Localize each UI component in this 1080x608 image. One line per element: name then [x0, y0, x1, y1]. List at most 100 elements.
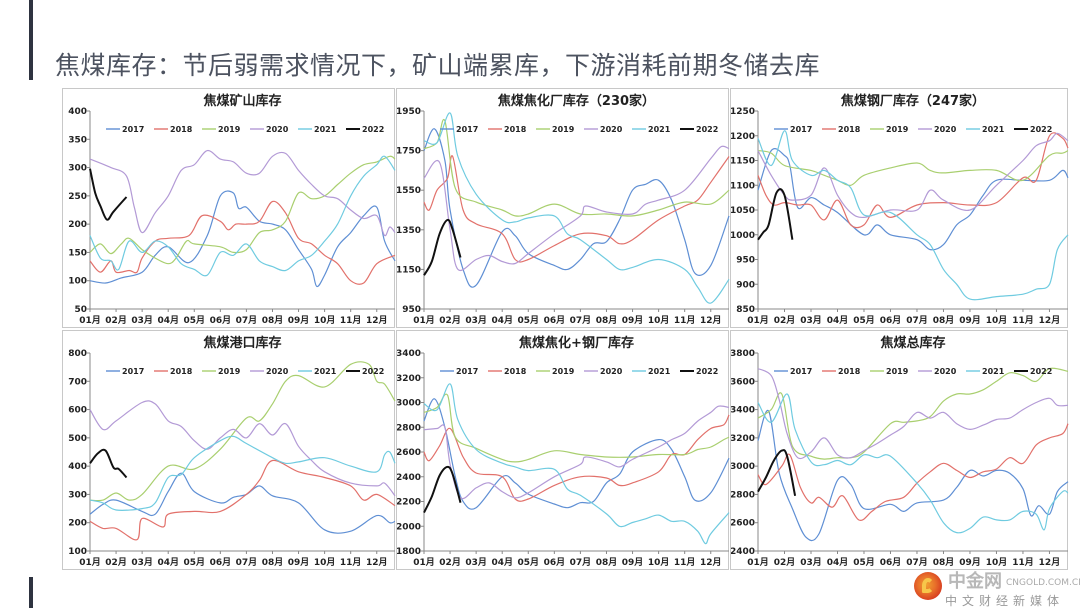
x-tick-label: 05月 — [184, 315, 206, 326]
x-tick-label: 11月 — [340, 557, 362, 568]
legend-item-2022: 2022 — [1014, 367, 1052, 376]
x-tick-label: 08月 — [262, 315, 284, 326]
y-tick-label: 1150 — [731, 157, 755, 167]
chart-panel-coking-plant-inventory: 焦煤焦化厂库存（230家） 950 1150 1350 1550 1750 1950 01月 0… — [396, 88, 730, 328]
legend-label: 2020 — [934, 125, 957, 134]
legend-item-2020: 2020 — [584, 367, 623, 376]
series-line-2019 — [757, 367, 1069, 460]
x-tick-label: 03月 — [800, 315, 822, 326]
x-tick-label: 01月 — [747, 315, 769, 326]
legend-item-2019: 2019 — [202, 367, 241, 376]
y-tick-label: 250 — [68, 192, 87, 202]
y-tick-label: 3400 — [397, 349, 421, 359]
chart-title: 焦煤港口库存 — [202, 335, 281, 351]
series-line-2018 — [89, 200, 396, 285]
legend-item-2017: 2017 — [774, 367, 812, 376]
x-tick-label: 09月 — [959, 315, 981, 326]
legend-item-2022: 2022 — [1014, 125, 1052, 134]
x-tick-label: 05月 — [853, 557, 875, 568]
legend-item-2021: 2021 — [966, 125, 1005, 134]
x-tick-label: 09月 — [622, 557, 644, 568]
legend-item-2021: 2021 — [966, 367, 1005, 376]
accent-bar-bottom — [29, 577, 33, 608]
legend-item-2022: 2022 — [680, 367, 718, 376]
x-tick-label: 08月 — [933, 315, 955, 326]
y-tick-label: 1000 — [731, 231, 755, 241]
y-tick-label: 3800 — [731, 349, 755, 359]
x-tick-label: 11月 — [674, 315, 696, 326]
legend-item-2018: 2018 — [488, 367, 527, 376]
x-tick-label: 10月 — [648, 315, 670, 326]
legend-label: 2022 — [1030, 125, 1052, 134]
series-line-2020 — [757, 368, 1069, 460]
x-tick-label: 08月 — [262, 557, 284, 568]
series-line-2019 — [757, 150, 1069, 186]
x-tick-label: 02月 — [774, 557, 796, 568]
series-line-2021 — [423, 112, 730, 304]
x-tick-label: 07月 — [570, 557, 592, 568]
legend-label: 2018 — [838, 125, 861, 134]
x-tick-label: 10月 — [648, 557, 670, 568]
legend-label: 2021 — [314, 125, 337, 134]
y-tick-label: 1550 — [397, 186, 421, 196]
legend-label: 2017 — [122, 125, 144, 134]
series-line-2019 — [89, 155, 396, 265]
series-line-2022 — [757, 449, 797, 496]
x-tick-label: 11月 — [674, 557, 696, 568]
legend-label: 2018 — [170, 367, 193, 376]
x-tick-label: 05月 — [853, 315, 875, 326]
series-line-2021 — [757, 393, 1069, 534]
x-tick-label: 09月 — [288, 557, 310, 568]
y-tick-label: 2600 — [731, 519, 755, 529]
legend-label: 2017 — [790, 367, 812, 376]
y-tick-label: 350 — [68, 135, 87, 145]
y-tick-label: 700 — [68, 377, 87, 387]
chart-title: 焦煤钢厂库存（247家） — [840, 93, 985, 109]
y-tick-label: 2400 — [397, 473, 421, 483]
x-tick-label: 09月 — [959, 557, 981, 568]
y-tick-label: 2800 — [397, 423, 421, 433]
legend-item-2017: 2017 — [106, 367, 144, 376]
y-tick-label: 3200 — [731, 434, 755, 444]
y-tick-label: 2000 — [397, 522, 421, 532]
legend-item-2019: 2019 — [870, 367, 909, 376]
x-tick-label: 03月 — [131, 557, 153, 568]
y-tick-label: 950 — [736, 256, 755, 266]
x-tick-label: 07月 — [906, 557, 928, 568]
x-tick-label: 06月 — [880, 315, 902, 326]
y-tick-label: 850 — [736, 305, 755, 315]
legend-label: 2017 — [456, 367, 478, 376]
x-tick-label: 12月 — [1039, 315, 1061, 326]
series-line-2018 — [757, 423, 1069, 521]
legend-item-2017: 2017 — [774, 125, 812, 134]
legend-label: 2021 — [314, 367, 337, 376]
y-tick-label: 900 — [736, 280, 755, 290]
logo-brand: 中金网 — [948, 571, 1002, 592]
y-tick-label: 1750 — [397, 147, 421, 157]
series-line-2020 — [423, 145, 730, 272]
y-tick-label: 50 — [74, 305, 87, 315]
y-tick-label: 1200 — [731, 132, 755, 142]
x-tick-label: 01月 — [79, 557, 101, 568]
x-tick-label: 01月 — [413, 557, 435, 568]
legend-item-2017: 2017 — [440, 367, 478, 376]
legend-label: 2017 — [456, 125, 478, 134]
legend-label: 2019 — [218, 367, 241, 376]
legend-label: 2019 — [886, 367, 909, 376]
y-tick-label: 1950 — [397, 107, 421, 117]
x-tick-label: 02月 — [439, 315, 461, 326]
x-tick-label: 03月 — [800, 557, 822, 568]
x-tick-label: 12月 — [366, 557, 388, 568]
logo-emblem-icon — [914, 572, 942, 600]
accent-bar-top — [29, 0, 33, 80]
legend-label: 2018 — [838, 367, 861, 376]
y-tick-label: 3600 — [731, 377, 755, 387]
legend-item-2018: 2018 — [154, 125, 193, 134]
legend-item-2018: 2018 — [154, 367, 193, 376]
x-tick-label: 01月 — [747, 557, 769, 568]
series-line-2021 — [89, 435, 396, 511]
x-tick-label: 06月 — [544, 557, 566, 568]
chart-panel-total-inventory: 焦煤总库存 2400 2600 2800 3000 3200 3400 3600 3800 01月… — [730, 330, 1069, 570]
series-line-2017 — [757, 147, 1069, 251]
y-tick-label: 300 — [68, 164, 87, 174]
